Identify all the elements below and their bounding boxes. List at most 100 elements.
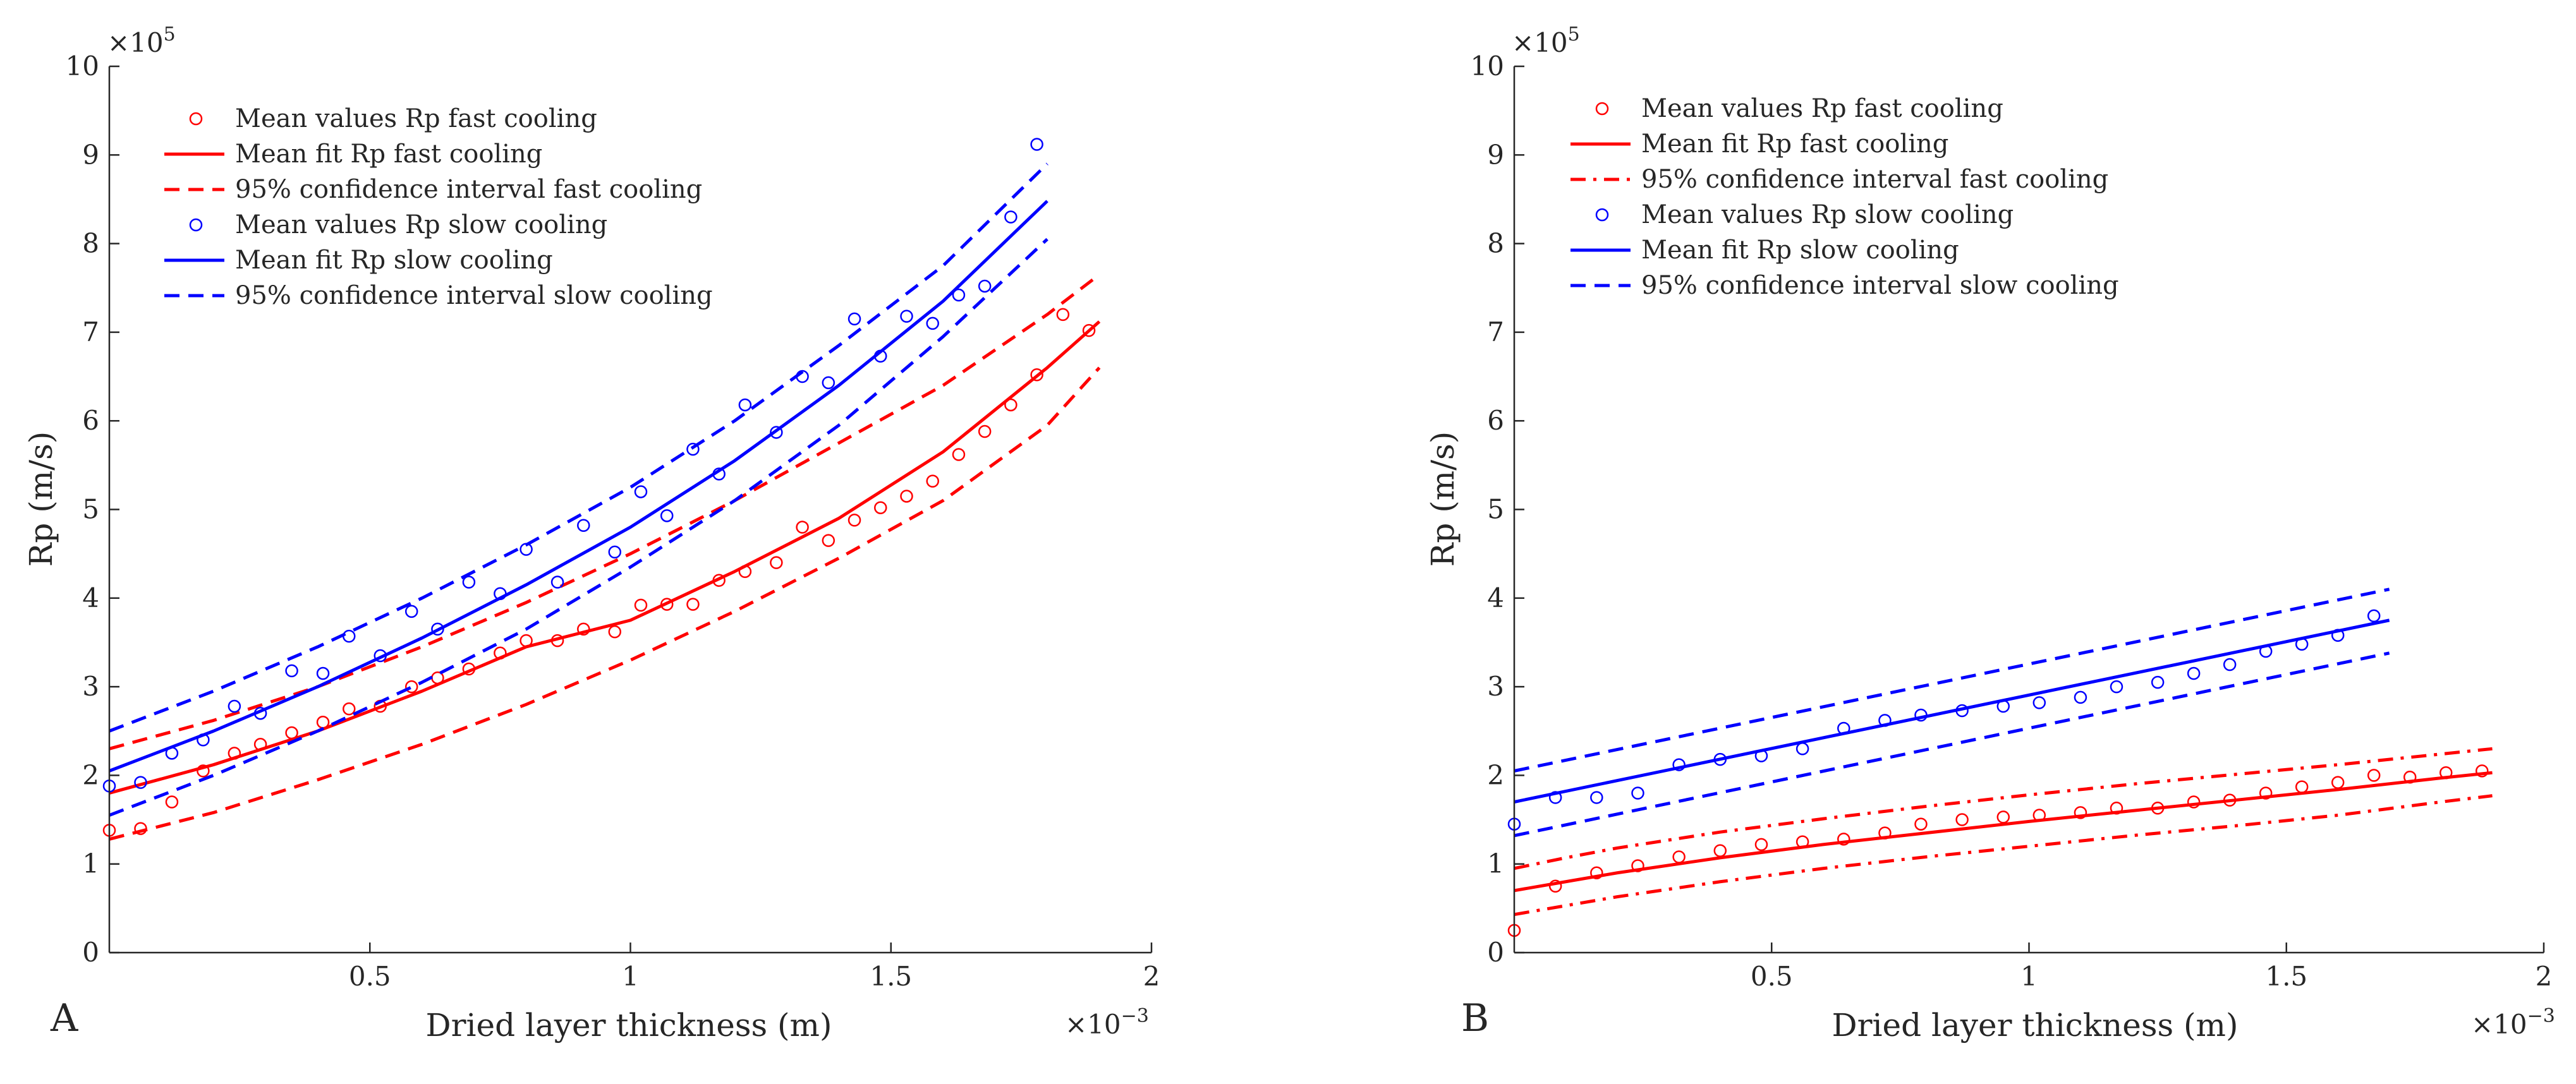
legend-marker (1595, 102, 1609, 116)
data-point (1672, 758, 1686, 771)
data-point (1631, 859, 1644, 872)
y-tick-label: 7 (82, 316, 99, 347)
data-point (900, 310, 913, 323)
data-point (634, 485, 648, 498)
y-tick-label: 10 (1471, 51, 1504, 81)
y-tick-label: 4 (82, 582, 99, 613)
plot-area (1507, 587, 2493, 937)
legend-label: Mean fit Rp fast cooling (235, 140, 542, 169)
y-tick-label: 5 (1487, 494, 1504, 525)
legend-label: 95% confidence interval slow cooling (235, 281, 713, 310)
y-tick-label: 0 (1487, 937, 1504, 968)
data-point (2032, 696, 2046, 709)
series-line-1 (1514, 771, 2493, 893)
data-point (1590, 791, 1603, 804)
data-point (1672, 850, 1686, 864)
data-point (2187, 666, 2201, 680)
x-tick-label: 1.5 (2265, 961, 2307, 992)
legend: Mean values Rp fast cooling Mean fit Rp f… (1571, 94, 2119, 300)
data-point (2074, 806, 2087, 819)
plot-area (102, 138, 1101, 841)
legend: Mean values Rp fast cooling Mean fit Rp f… (164, 104, 713, 310)
data-point (343, 702, 356, 716)
data-point (2151, 675, 2165, 689)
data-point (1082, 323, 1096, 337)
data-point (404, 605, 418, 618)
data-point (952, 448, 966, 461)
series-line-5 (109, 200, 1048, 773)
x-tick-label: 2 (2536, 961, 2553, 992)
x-tick-label: 1 (622, 961, 639, 992)
data-point (978, 425, 992, 438)
y-tick-label: 1 (82, 848, 99, 879)
data-point (1030, 138, 1043, 151)
data-point (1837, 833, 1850, 846)
x-axis-label: Dried layer thickness (m) (426, 1007, 832, 1044)
series-line-3 (109, 366, 1101, 841)
data-point (550, 575, 564, 589)
data-point (822, 376, 835, 390)
y-tick-label: 1 (1487, 848, 1504, 879)
data-point (926, 316, 939, 330)
axis-ticks: 0.5 1 1.5 2 0 1 2 3 4 5 6 7 8 9 10 (1471, 51, 2553, 992)
series-line-6 (109, 162, 1048, 733)
data-point (2295, 780, 2309, 793)
data-point (770, 556, 783, 569)
data-point (608, 545, 622, 559)
data-point (1795, 742, 1809, 756)
legend-label: 95% confidence interval fast cooling (1641, 165, 2108, 194)
y-tick-label: 9 (82, 139, 99, 170)
legend-marker (189, 112, 203, 126)
data-point (1996, 810, 2010, 824)
x-multiplier: ×10−3 (1065, 1005, 1149, 1040)
x-tick-label: 1.5 (870, 961, 912, 992)
y-tick-label: 8 (1487, 228, 1504, 259)
legend-marker (1595, 208, 1609, 222)
data-point (952, 288, 966, 302)
data-point (2259, 786, 2273, 800)
data-point (608, 625, 622, 639)
y-axis-label: Rp (m/s) (1425, 431, 1461, 567)
data-point (577, 519, 590, 533)
data-point (1004, 398, 1018, 412)
data-point (1631, 786, 1644, 800)
y-tick-label: 6 (82, 405, 99, 436)
data-point (738, 398, 752, 412)
data-point (796, 521, 809, 534)
series-line-7 (1514, 651, 2390, 838)
data-point (343, 629, 356, 643)
y-tick-label: 8 (82, 228, 99, 259)
data-point (2223, 658, 2237, 671)
data-point (686, 598, 700, 611)
data-point (2110, 680, 2123, 694)
data-point (978, 279, 992, 293)
data-point (285, 664, 298, 678)
y-tick-label: 6 (1487, 405, 1504, 436)
data-point (926, 474, 939, 488)
series-line-1 (109, 320, 1101, 795)
data-point (197, 764, 210, 778)
y-axis-label: Rp (m/s) (23, 431, 59, 567)
y-tick-label: 3 (1487, 671, 1504, 702)
data-point (874, 501, 887, 514)
legend-label: Mean values Rp fast cooling (1641, 94, 2003, 123)
x-axis-label: Dried layer thickness (m) (1832, 1007, 2239, 1044)
data-point (770, 426, 783, 439)
x-multiplier: ×10−3 (2471, 1005, 2555, 1040)
y-tick-label: 7 (1487, 316, 1504, 347)
data-point (1004, 210, 1018, 224)
x-tick-label: 1 (2020, 961, 2038, 992)
legend-marker (189, 218, 203, 232)
x-tick-label: 0.5 (349, 961, 391, 992)
data-point (577, 622, 590, 636)
data-point (1056, 308, 1070, 322)
panel-label: B (1461, 996, 1489, 1040)
data-point (848, 312, 861, 326)
data-point (228, 699, 241, 713)
y-tick-label: 2 (1487, 759, 1504, 790)
series-line-5 (1514, 618, 2390, 804)
data-point (1713, 844, 1727, 857)
legend-label: 95% confidence interval fast cooling (235, 175, 702, 204)
data-point (2331, 776, 2345, 789)
